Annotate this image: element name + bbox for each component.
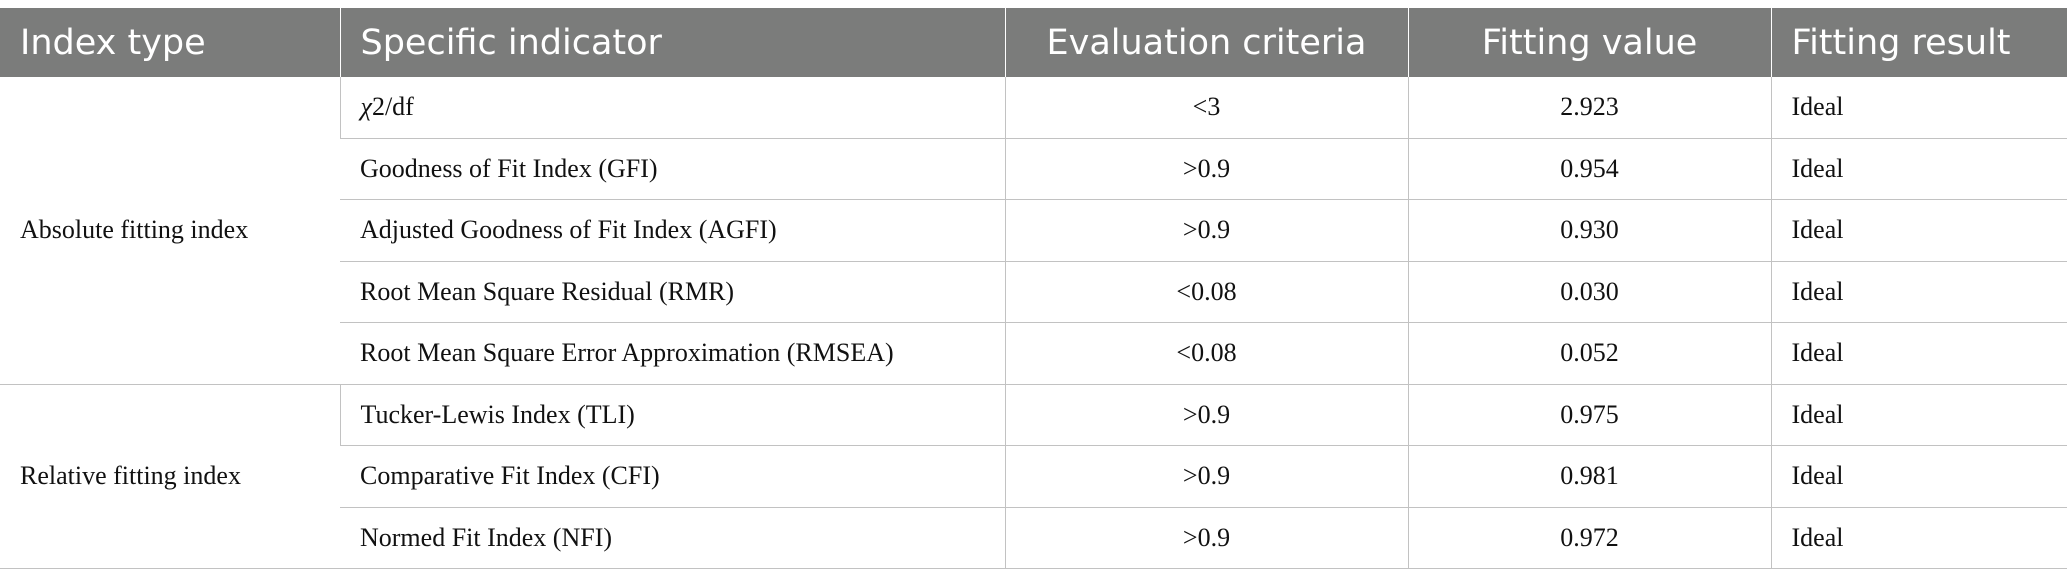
fit-index-table: Index type Specific indicator Evaluation… bbox=[0, 8, 2067, 569]
indicator-cell: Tucker-Lewis Index (TLI) bbox=[339, 384, 1005, 446]
table-row: Absolute fitting index χ2/df <3 2.923 Id… bbox=[0, 77, 2067, 385]
result-cell: Ideal bbox=[1770, 507, 2067, 569]
indicator-cell: Goodness of Fit Index (GFI) bbox=[340, 138, 1005, 200]
table-row: Normed Fit Index (NFI) >0.9 0.972 Ideal bbox=[0, 507, 2067, 569]
header-row: Index type Specific indicator Evaluation… bbox=[0, 8, 2067, 77]
indicator-cell: Root Mean Square Residual (RMR) bbox=[340, 261, 1005, 323]
indicator-cell: Adjusted Goodness of Fit Index (AGFI) bbox=[340, 199, 1005, 262]
value-cell: 0.030 bbox=[1407, 261, 1771, 323]
criteria-cell: >0.9 bbox=[1004, 199, 1408, 262]
header-fitting-value: Fitting value bbox=[1407, 8, 1771, 77]
header-evaluation-criteria: Evaluation criteria bbox=[1004, 8, 1408, 77]
value-cell: 2.923 bbox=[1407, 77, 1771, 139]
criteria-cell: >0.9 bbox=[1004, 445, 1408, 508]
result-cell: Ideal bbox=[1770, 445, 2067, 508]
value-cell: 0.981 bbox=[1407, 445, 1771, 508]
criteria-cell: <0.08 bbox=[1004, 261, 1408, 323]
indicator-cell: Comparative Fit Index (CFI) bbox=[340, 445, 1005, 508]
value-cell: 0.975 bbox=[1407, 384, 1771, 446]
criteria-cell: <3 bbox=[1004, 77, 1408, 139]
criteria-cell: <0.08 bbox=[1004, 322, 1408, 385]
indicator-suffix: 2/df bbox=[371, 92, 414, 122]
header-specific-indicator: Specific indicator bbox=[339, 8, 1005, 77]
table-row: Root Mean Square Error Approximation (RM… bbox=[0, 322, 2067, 385]
table-row: Relative fitting index Tucker-Lewis Inde… bbox=[0, 384, 2067, 569]
table-header: Index type Specific indicator Evaluation… bbox=[0, 8, 2067, 77]
value-cell: 0.052 bbox=[1407, 322, 1771, 385]
table-body: Absolute fitting index χ2/df <3 2.923 Id… bbox=[0, 77, 2067, 569]
result-cell: Ideal bbox=[1770, 261, 2067, 323]
result-cell: Ideal bbox=[1770, 199, 2067, 262]
criteria-cell: >0.9 bbox=[1004, 384, 1408, 446]
result-cell: Ideal bbox=[1770, 138, 2067, 200]
header-index-type: Index type bbox=[0, 8, 340, 77]
table-row: Comparative Fit Index (CFI) >0.9 0.981 I… bbox=[0, 445, 2067, 508]
fit-index-table-container: Index type Specific indicator Evaluation… bbox=[0, 8, 2067, 569]
chi-symbol: χ bbox=[360, 92, 372, 122]
criteria-cell: >0.9 bbox=[1004, 138, 1408, 200]
result-cell: Ideal bbox=[1770, 322, 2067, 385]
value-cell: 0.972 bbox=[1407, 507, 1771, 569]
group-label-absolute: Absolute fitting index bbox=[0, 77, 340, 385]
result-cell: Ideal bbox=[1770, 384, 2067, 446]
value-cell: 0.930 bbox=[1407, 199, 1771, 262]
indicator-cell: χ2/df bbox=[339, 77, 1005, 139]
indicator-cell: Normed Fit Index (NFI) bbox=[340, 507, 1005, 569]
table-row: Root Mean Square Residual (RMR) <0.08 0.… bbox=[0, 261, 2067, 323]
table-row: Adjusted Goodness of Fit Index (AGFI) >0… bbox=[0, 199, 2067, 262]
value-cell: 0.954 bbox=[1407, 138, 1771, 200]
indicator-cell: Root Mean Square Error Approximation (RM… bbox=[340, 322, 1005, 385]
table-row: Goodness of Fit Index (GFI) >0.9 0.954 I… bbox=[0, 138, 2067, 200]
criteria-cell: >0.9 bbox=[1004, 507, 1408, 569]
header-fitting-result: Fitting result bbox=[1770, 8, 2067, 77]
result-cell: Ideal bbox=[1770, 77, 2067, 139]
group-label-relative: Relative fitting index bbox=[0, 384, 340, 569]
